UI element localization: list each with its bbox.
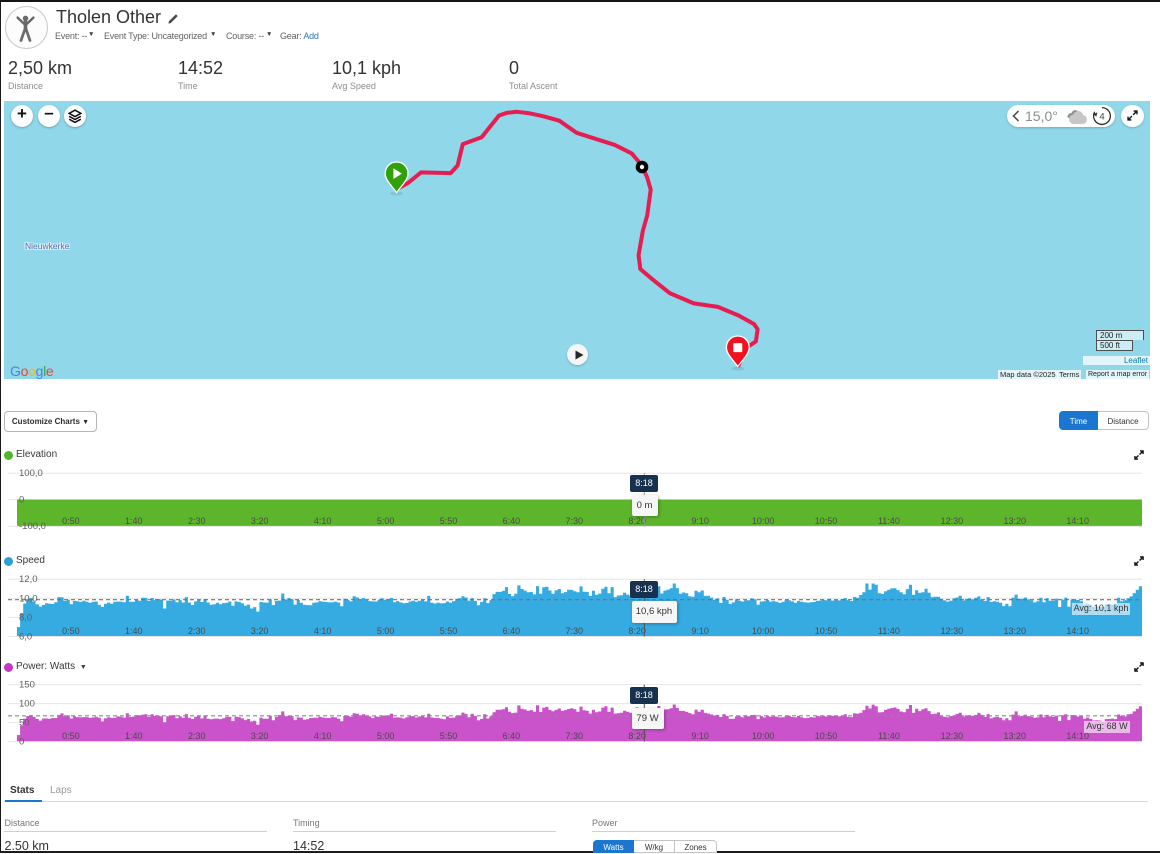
svg-text:4:10: 4:10 (314, 626, 332, 636)
svg-text:4:10: 4:10 (314, 516, 332, 526)
svg-text:6:40: 6:40 (503, 731, 521, 741)
svg-text:7:30: 7:30 (566, 626, 584, 636)
svg-text:7:30: 7:30 (566, 516, 584, 526)
svg-text:150: 150 (19, 680, 35, 691)
svg-text:100,0: 100,0 (19, 468, 43, 479)
svg-text:3:20: 3:20 (251, 626, 269, 636)
svg-text:11:40: 11:40 (878, 731, 900, 741)
svg-text:8:20: 8:20 (628, 516, 646, 526)
svg-text:13:20: 13:20 (1004, 626, 1027, 636)
svg-text:10:50: 10:50 (815, 516, 838, 526)
svg-text:10:50: 10:50 (815, 731, 838, 741)
svg-text:3:20: 3:20 (251, 516, 269, 526)
svg-text:14:10: 14:10 (1066, 731, 1089, 741)
svg-text:1:40: 1:40 (125, 731, 143, 741)
svg-text:10:00: 10:00 (752, 516, 775, 526)
svg-text:2:30: 2:30 (188, 626, 206, 636)
svg-text:12:30: 12:30 (941, 516, 964, 526)
svg-text:2:30: 2:30 (188, 516, 206, 526)
svg-text:8,0: 8,0 (19, 612, 32, 623)
svg-text:12:30: 12:30 (941, 626, 964, 636)
svg-text:6,0: 6,0 (19, 632, 32, 643)
svg-text:8:20: 8:20 (628, 626, 646, 636)
svg-text:9:10: 9:10 (691, 516, 709, 526)
svg-text:10:00: 10:00 (752, 731, 775, 741)
svg-text:12,0: 12,0 (19, 574, 38, 585)
svg-text:9:10: 9:10 (691, 731, 709, 741)
svg-text:4:10: 4:10 (314, 731, 332, 741)
svg-text:10:00: 10:00 (752, 626, 775, 636)
svg-text:0:50: 0:50 (62, 626, 80, 636)
svg-text:11:40: 11:40 (878, 516, 900, 526)
svg-text:0:50: 0:50 (62, 731, 80, 741)
svg-text:2:30: 2:30 (188, 731, 206, 741)
svg-text:50: 50 (19, 718, 30, 729)
svg-text:5:00: 5:00 (377, 731, 395, 741)
svg-text:6:40: 6:40 (503, 516, 521, 526)
svg-text:1:40: 1:40 (125, 516, 143, 526)
svg-text:12:30: 12:30 (941, 731, 964, 741)
svg-text:1:40: 1:40 (125, 626, 143, 636)
svg-text:13:20: 13:20 (1004, 731, 1027, 741)
svg-text:5:50: 5:50 (440, 516, 458, 526)
svg-text:0: 0 (19, 737, 24, 747)
svg-text:4: 4 (1099, 111, 1104, 122)
svg-text:3:20: 3:20 (251, 731, 269, 741)
svg-text:7:30: 7:30 (566, 731, 584, 741)
svg-text:13:20: 13:20 (1004, 516, 1027, 526)
svg-text:0:50: 0:50 (62, 516, 80, 526)
svg-text:0: 0 (19, 495, 24, 506)
svg-text:10:50: 10:50 (815, 626, 838, 636)
svg-text:100: 100 (19, 699, 35, 710)
svg-text:14:10: 14:10 (1066, 516, 1089, 526)
svg-text:14:10: 14:10 (1066, 626, 1089, 636)
svg-text:10,0: 10,0 (19, 593, 38, 604)
svg-text:5:50: 5:50 (440, 731, 458, 741)
svg-text:5:00: 5:00 (377, 626, 395, 636)
svg-text:6:40: 6:40 (503, 626, 521, 636)
svg-text:8:20: 8:20 (628, 731, 646, 741)
svg-text:5:00: 5:00 (377, 516, 395, 526)
svg-text:5:50: 5:50 (440, 626, 458, 636)
svg-text:-100,0: -100,0 (19, 521, 46, 532)
svg-text:11:40: 11:40 (878, 626, 900, 636)
svg-text:9:10: 9:10 (691, 626, 709, 636)
